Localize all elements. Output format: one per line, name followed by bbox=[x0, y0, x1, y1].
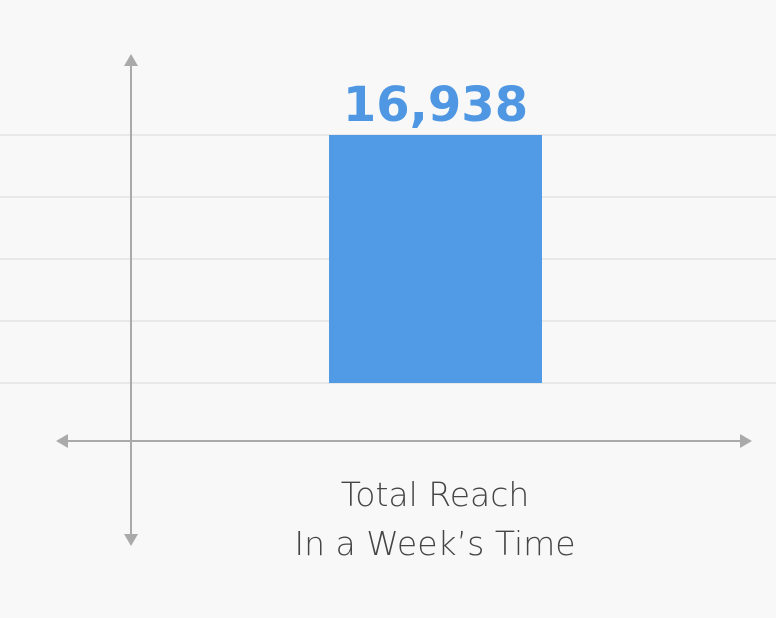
y-axis bbox=[124, 54, 138, 546]
x-tick-label: Total Reach In a Week’s Time bbox=[294, 475, 576, 563]
x-axis bbox=[56, 434, 752, 448]
bar bbox=[329, 135, 542, 383]
value-label: 16,938 bbox=[343, 77, 528, 133]
